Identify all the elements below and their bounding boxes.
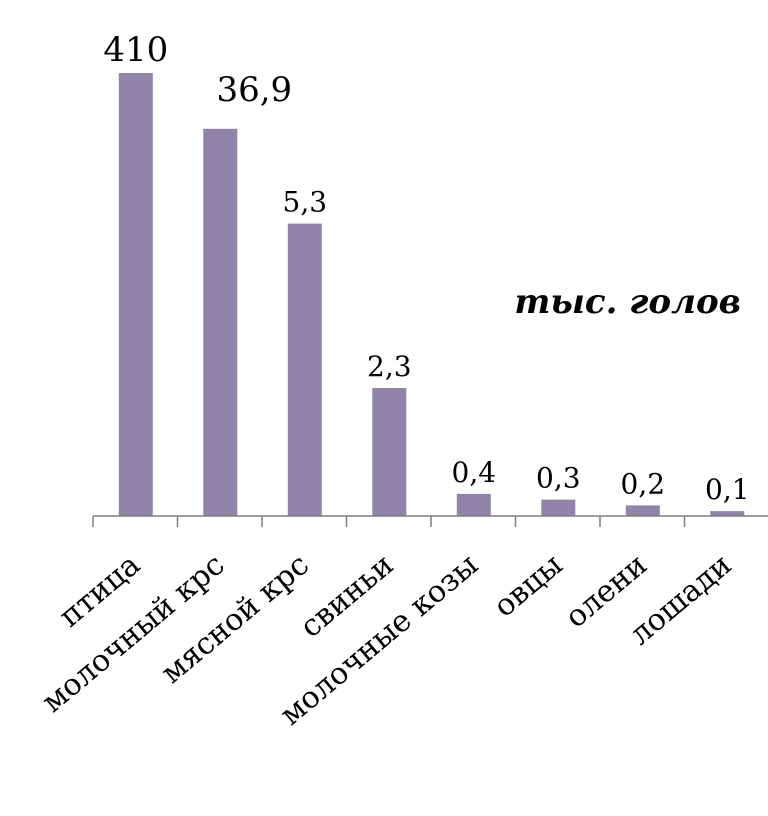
bar-7 bbox=[710, 511, 745, 516]
bar-5 bbox=[541, 499, 576, 516]
bar-0 bbox=[118, 73, 153, 516]
value-label-1: 36,9 bbox=[216, 70, 292, 110]
x-axis-ticks bbox=[92, 516, 686, 527]
bar-6 bbox=[625, 505, 660, 516]
value-label-3: 2,3 bbox=[367, 350, 412, 383]
value-label-2: 5,3 bbox=[283, 186, 328, 219]
value-label-4: 0,4 bbox=[452, 456, 497, 489]
bar-2 bbox=[287, 223, 322, 516]
bar-1 bbox=[203, 128, 238, 517]
category-label-2: мясной крс bbox=[154, 547, 315, 690]
bars-group bbox=[118, 73, 745, 517]
bar-4 bbox=[456, 493, 491, 517]
value-label-5: 0,3 bbox=[536, 462, 581, 495]
value-label-6: 0,2 bbox=[621, 467, 666, 500]
value-label-7: 0,1 bbox=[705, 473, 750, 506]
unit-label: тыс. голов bbox=[514, 282, 741, 322]
bar-3 bbox=[372, 388, 407, 516]
value-labels-group: 410 36,9 5,3 2,3 0,4 0,3 0,2 0,1 bbox=[103, 30, 749, 506]
value-label-0: 410 bbox=[103, 30, 168, 70]
category-label-5: овцы bbox=[487, 547, 569, 624]
